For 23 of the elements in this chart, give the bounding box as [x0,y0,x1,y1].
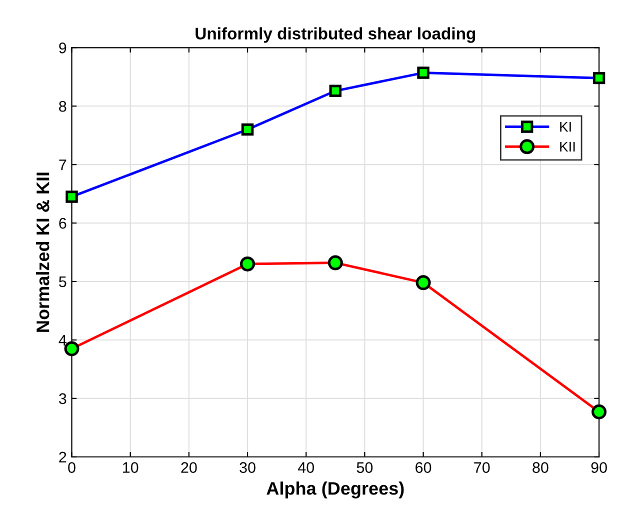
x-tick-label: 60 [416,462,432,473]
y-tick-label: 7 [59,160,66,170]
y-tick-label: 4 [58,334,66,346]
y-axis-title: Normalzed KI & KII [36,172,50,332]
x-tick-label: 40 [298,462,314,473]
y-tick-label: 8 [59,100,66,112]
y-tick-label: 3 [58,393,66,404]
legend-label: KI [560,122,571,132]
x-tick-label: 80 [532,462,548,473]
legend-label: KII [560,142,575,152]
x-tick-label: 90 [591,462,607,473]
x-axis-title: Alpha (Degrees) [266,482,404,498]
x-tick-label: 70 [474,462,490,473]
x-tick-label: 0 [68,462,76,473]
chart-title: Uniformly distributed shear loading [196,27,476,43]
y-tick-label: 2 [59,452,66,462]
x-tick-label: 20 [181,462,197,473]
y-tick-label: 9 [59,42,66,54]
x-tick-label: 50 [356,462,373,473]
x-tick-label: 10 [123,462,138,473]
y-tick-label: 5 [59,276,66,288]
x-tick-label: 30 [240,462,256,473]
y-tick-label: 6 [59,218,66,229]
